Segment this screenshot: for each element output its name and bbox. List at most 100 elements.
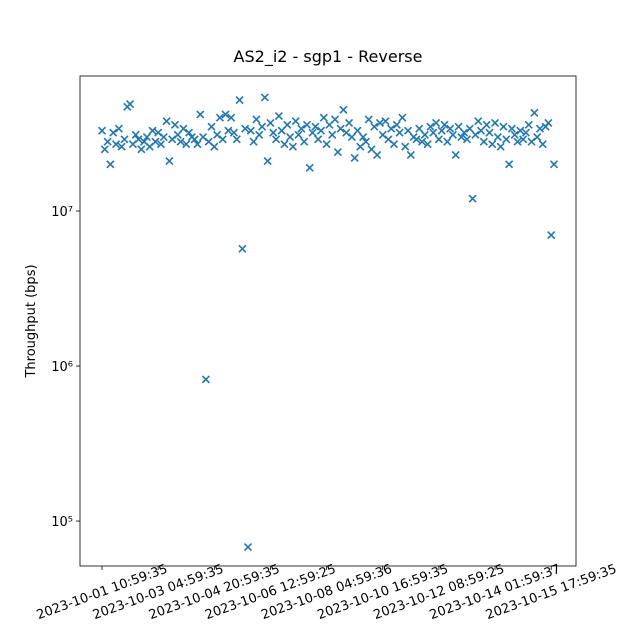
point	[426, 122, 435, 131]
point	[311, 122, 320, 131]
point	[519, 135, 528, 144]
point	[111, 140, 121, 149]
point	[229, 128, 239, 137]
point	[305, 163, 314, 172]
point	[193, 140, 202, 149]
point	[448, 130, 457, 139]
point	[302, 120, 312, 129]
point	[148, 126, 157, 135]
point	[255, 130, 264, 139]
point	[457, 132, 466, 142]
point	[207, 122, 216, 131]
point	[434, 135, 443, 144]
point	[266, 118, 275, 128]
point	[482, 120, 491, 129]
point	[173, 130, 182, 139]
point	[235, 95, 244, 105]
point	[429, 128, 438, 137]
point	[283, 120, 292, 129]
point	[218, 135, 227, 144]
point	[549, 160, 559, 169]
point	[227, 113, 236, 122]
point	[373, 150, 382, 160]
y-tick-label: 10⁶	[51, 360, 73, 375]
point	[496, 142, 505, 151]
point	[243, 542, 253, 552]
point	[196, 110, 205, 119]
point	[300, 137, 309, 146]
point	[502, 135, 511, 144]
point	[347, 132, 356, 142]
point	[126, 99, 135, 109]
point	[114, 124, 123, 133]
point	[210, 142, 219, 151]
point	[291, 117, 300, 126]
point	[328, 130, 337, 139]
chart-title: AS2_i2 - sgp1 - Reverse	[234, 47, 423, 67]
point	[412, 135, 421, 144]
point	[521, 128, 530, 137]
point	[297, 124, 306, 133]
point	[533, 132, 542, 142]
point	[375, 118, 385, 128]
y-axis-label: Throughput (bps)	[24, 264, 39, 378]
point	[182, 140, 191, 149]
point	[389, 140, 399, 149]
point	[252, 115, 261, 124]
point	[471, 130, 480, 139]
point	[488, 140, 497, 149]
point	[134, 135, 143, 144]
point	[432, 118, 441, 128]
point	[446, 124, 455, 133]
point	[106, 160, 115, 169]
point	[314, 135, 323, 144]
point	[547, 230, 556, 240]
point	[505, 160, 514, 169]
point	[353, 126, 362, 135]
point	[151, 137, 160, 146]
point	[370, 122, 379, 131]
point	[415, 124, 424, 133]
point	[249, 137, 258, 146]
point	[109, 128, 118, 137]
point	[403, 126, 413, 135]
point	[271, 135, 281, 144]
point	[339, 105, 348, 114]
point	[142, 132, 151, 142]
point	[513, 137, 522, 146]
point	[269, 128, 278, 137]
point	[190, 135, 199, 144]
point	[510, 130, 519, 139]
point	[387, 124, 396, 133]
point	[423, 140, 432, 149]
point	[131, 130, 140, 139]
point	[420, 130, 429, 139]
point	[437, 126, 446, 135]
point	[319, 113, 328, 122]
point	[544, 118, 553, 128]
point	[406, 150, 415, 160]
point	[443, 137, 452, 146]
point	[246, 126, 255, 135]
point	[499, 122, 508, 131]
point	[280, 140, 289, 149]
point	[257, 122, 267, 131]
point	[170, 120, 180, 129]
point	[165, 157, 174, 166]
point	[120, 135, 129, 144]
point	[350, 153, 359, 163]
point	[451, 150, 460, 160]
point	[103, 137, 112, 146]
point	[398, 113, 407, 122]
point	[184, 128, 194, 137]
point	[490, 118, 500, 128]
point	[535, 124, 545, 133]
point	[336, 124, 345, 133]
point	[288, 142, 297, 151]
point	[100, 145, 109, 154]
point	[294, 130, 303, 139]
point	[474, 117, 483, 126]
point	[201, 375, 210, 384]
point	[524, 120, 533, 129]
